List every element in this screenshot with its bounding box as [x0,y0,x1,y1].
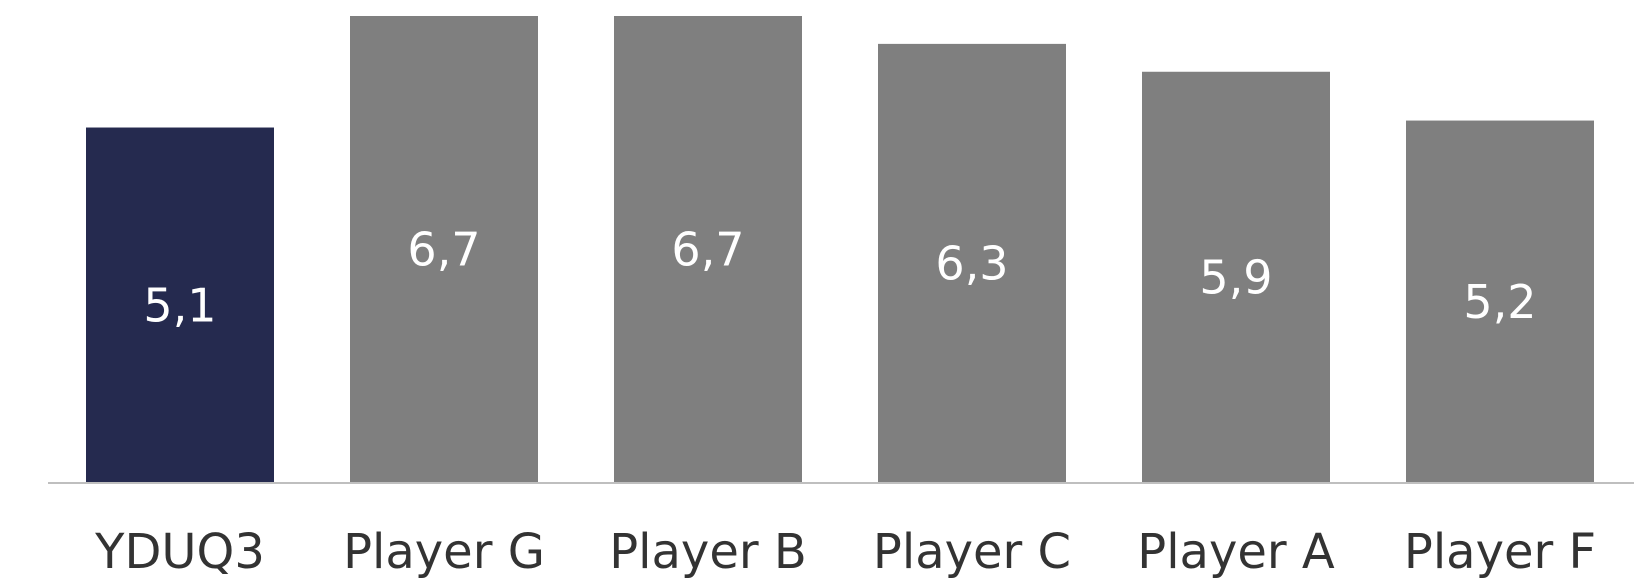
bars-group [86,16,1594,484]
value-label: 5,1 [143,278,216,332]
category-labels-group: YDUQ3 Player G Player B Player C Player A Pla… [94,524,1596,580]
category-label: Player G [343,524,545,580]
value-label: 5,2 [1463,275,1536,329]
value-label: 6,7 [407,223,480,277]
category-label: Player B [609,524,807,580]
category-label: YDUQ3 [94,524,265,580]
bar-yduq3 [86,127,274,483]
bar-player-c [878,43,1066,484]
category-label: Player C [873,524,1071,580]
value-label: 6,3 [935,236,1008,290]
value-label: 5,9 [1199,250,1272,304]
category-label: Player F [1404,524,1596,580]
bar-player-b [614,16,802,483]
bar-player-f [1406,120,1594,483]
category-label: Player A [1137,524,1335,580]
bar-player-g [350,16,538,483]
value-label: 6,7 [671,223,744,277]
bar-player-a [1142,71,1330,483]
value-labels-group: 5,1 6,7 6,7 6,3 5,9 5,2 [143,223,1536,333]
